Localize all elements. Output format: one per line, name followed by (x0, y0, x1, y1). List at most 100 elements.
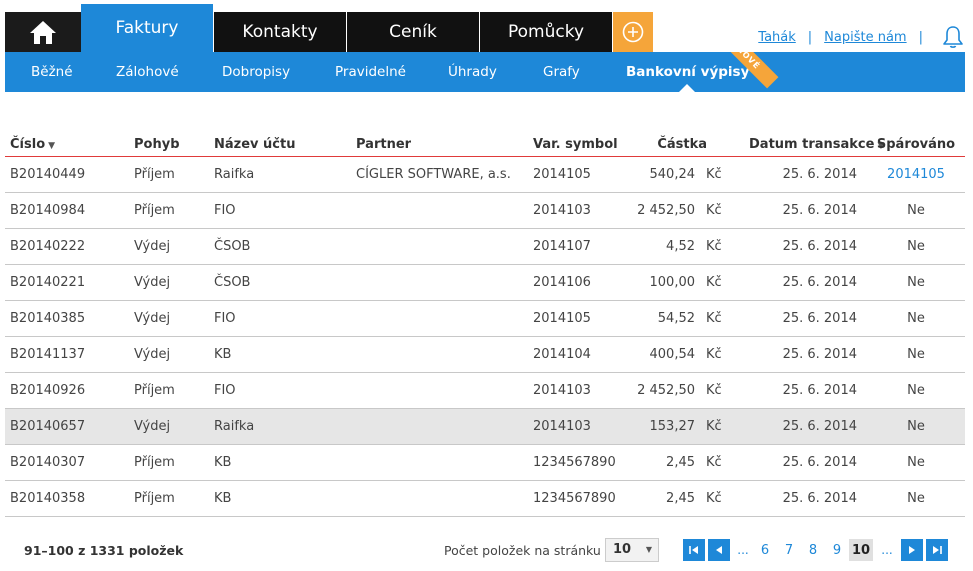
cell-nazev-uctu: KB (214, 491, 232, 506)
cell-sparovano: Ne (907, 275, 925, 290)
sort-desc-icon: ▼ (48, 141, 56, 151)
napiste-nam-link[interactable]: Napište nám (824, 29, 907, 45)
last-page-icon (933, 546, 942, 554)
subnav-bankovni-vypisy[interactable]: Bankovní výpisy (626, 64, 750, 80)
cell-mena: Kč (706, 311, 722, 326)
cell-mena: Kč (706, 419, 722, 434)
cell-castka: 2,45 (666, 491, 695, 506)
cell-pohyb: Příjem (134, 203, 175, 218)
subnav-pravidelne[interactable]: Pravidelné (335, 64, 406, 80)
first-page-button[interactable] (683, 539, 705, 561)
page-7-button[interactable]: 7 (784, 542, 794, 558)
column-datum-transakce[interactable]: Datum transakce ▼ (749, 137, 885, 152)
last-page-button[interactable] (926, 539, 948, 561)
cell-cislo: B20140926 (10, 383, 86, 398)
column-sparovano[interactable]: Spárováno (876, 137, 956, 152)
table-row[interactable]: B20140222 Výdej ČSOB 2014107 4,52 Kč 25. 6. 20… (5, 229, 965, 265)
cell-sparovano: Ne (907, 203, 925, 218)
page-8-button[interactable]: 8 (808, 542, 818, 558)
page-6-button[interactable]: 6 (760, 542, 770, 558)
next-page-button[interactable] (901, 539, 923, 561)
cell-castka: 54,52 (657, 311, 695, 326)
cell-cislo: B20140984 (10, 203, 86, 218)
cell-datum: 25. 6. 2014 (782, 167, 857, 182)
prev-page-button[interactable] (708, 539, 730, 561)
cell-var-symbol: 2014107 (533, 239, 591, 254)
table-row[interactable]: B20140449 Příjem Raifka CÍGLER SOFTWARE, a.… (5, 157, 965, 193)
pagination-ellipsis[interactable]: ... (737, 543, 749, 557)
table-row[interactable]: B20140657 Výdej Raifka 2014103 153,27 Kč 25. 6… (5, 409, 965, 445)
cell-pohyb: Výdej (134, 347, 171, 362)
tab-pomucky[interactable]: Pomůcky (480, 12, 612, 52)
notifications-button[interactable] (941, 25, 965, 49)
per-page-label: Počet položek na stránku (444, 543, 601, 558)
cell-datum: 25. 6. 2014 (782, 239, 857, 254)
cell-nazev-uctu: FIO (214, 311, 236, 326)
tab-cenik[interactable]: Ceník (347, 12, 479, 52)
cell-castka: 100,00 (649, 275, 696, 290)
add-button[interactable] (613, 12, 653, 52)
column-partner[interactable]: Partner (356, 137, 412, 152)
cell-castka: 540,24 (649, 167, 696, 182)
cell-datum: 25. 6. 2014 (782, 203, 857, 218)
page-10-button[interactable]: 10 (849, 539, 873, 561)
cell-pohyb: Výdej (134, 239, 171, 254)
cell-var-symbol: 1234567890 (533, 455, 616, 470)
cell-castka: 4,52 (666, 239, 695, 254)
tab-faktury[interactable]: Faktury (81, 4, 213, 52)
table-row[interactable]: B20140307 Příjem KB 1234567890 2,45 Kč 25. 6. … (5, 445, 965, 481)
cell-sparovano: Ne (907, 311, 925, 326)
table-row[interactable]: B20140385 Výdej FIO 2014105 54,52 Kč 25. 6. 20… (5, 301, 965, 337)
link-separator: | (918, 29, 923, 45)
subnav-zalohove[interactable]: Zálohové (116, 64, 179, 80)
per-page-select[interactable]: 10 ▼ (605, 538, 659, 562)
per-page-value: 10 (613, 542, 632, 557)
table-row[interactable]: B20141137 Výdej KB 2014104 400,54 Kč 25. 6. 20… (5, 337, 965, 373)
tab-kontakty[interactable]: Kontakty (214, 12, 346, 52)
home-icon (30, 21, 56, 44)
cell-nazev-uctu: FIO (214, 203, 236, 218)
column-pohyb[interactable]: Pohyb (134, 137, 180, 152)
cell-var-symbol: 2014103 (533, 203, 591, 218)
cell-mena: Kč (706, 203, 722, 218)
subnav-dobropisy[interactable]: Dobropisy (222, 64, 291, 80)
cell-pohyb: Výdej (134, 419, 171, 434)
cell-datum: 25. 6. 2014 (782, 419, 857, 434)
cell-nazev-uctu: Raifka (214, 167, 255, 182)
table-row[interactable]: B20140926 Příjem FIO 2014103 2 452,50 Kč 25. 6… (5, 373, 965, 409)
cell-mena: Kč (706, 347, 722, 362)
sub-navigation: Běžné Zálohové Dobropisy Pravidelné Úhra… (5, 52, 965, 92)
tahak-link[interactable]: Tahák (758, 29, 796, 45)
table-row[interactable]: B20140221 Výdej ČSOB 2014106 100,00 Kč 25. 6. … (5, 265, 965, 301)
cell-var-symbol: 2014103 (533, 383, 591, 398)
cell-sparovano: Ne (907, 383, 925, 398)
cell-castka: 2 452,50 (637, 383, 695, 398)
cell-var-symbol: 2014103 (533, 419, 591, 434)
cell-mena: Kč (706, 491, 722, 506)
cell-cislo: B20141137 (10, 347, 86, 362)
column-castka[interactable]: Částka (657, 137, 707, 152)
cell-mena: Kč (706, 167, 722, 182)
column-cislo[interactable]: Číslo ▼ (10, 137, 56, 152)
cell-var-symbol: 2014104 (533, 347, 591, 362)
column-var-symbol[interactable]: Var. symbol (533, 137, 618, 152)
subnav-grafy[interactable]: Grafy (543, 64, 580, 80)
cell-mena: Kč (706, 383, 722, 398)
cell-sparovano: Ne (907, 455, 925, 470)
top-links: Tahák | Napište nám | (758, 22, 973, 52)
cell-castka: 153,27 (649, 419, 696, 434)
cell-cislo: B20140385 (10, 311, 86, 326)
page-9-button[interactable]: 9 (832, 542, 842, 558)
home-button[interactable] (5, 12, 81, 52)
subnav-bezne[interactable]: Běžné (31, 64, 73, 80)
cell-sparovano: Ne (907, 347, 925, 362)
subnav-uhrady[interactable]: Úhrady (448, 64, 497, 80)
column-nazev-uctu[interactable]: Název účtu (214, 137, 296, 152)
table-row[interactable]: B20140984 Příjem FIO 2014103 2 452,50 Kč 25. 6… (5, 193, 965, 229)
pagination-ellipsis[interactable]: ... (881, 543, 893, 557)
cell-pohyb: Příjem (134, 167, 175, 182)
cell-datum: 25. 6. 2014 (782, 347, 857, 362)
table-row[interactable]: B20140358 Příjem KB 1234567890 2,45 Kč 25. 6. … (5, 481, 965, 517)
cell-sparovano[interactable]: 2014105 (887, 167, 945, 182)
cell-castka: 400,54 (649, 347, 696, 362)
